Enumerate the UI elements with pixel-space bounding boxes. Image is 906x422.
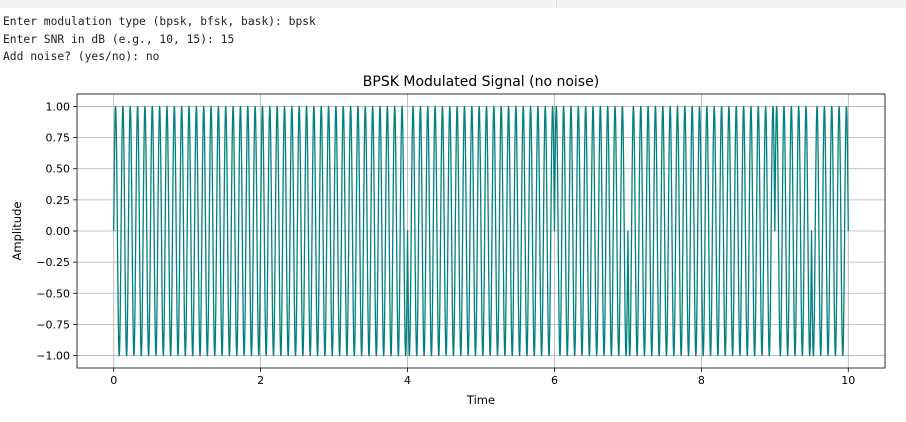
y-tick-label: −0.75 [36, 318, 70, 331]
y-tick-label: −1.00 [36, 350, 70, 363]
y-tick-label: 1.00 [46, 100, 71, 113]
y-tick-label: 0.00 [46, 225, 71, 238]
y-tick-label: −0.25 [36, 256, 70, 269]
console-line: Enter SNR in dB (e.g., 10, 15): 15 [3, 32, 235, 46]
x-tick-label: 0 [110, 374, 117, 387]
x-tick-label: 2 [257, 374, 264, 387]
x-axis-label: Time [466, 393, 495, 407]
x-tick-label: 6 [551, 374, 558, 387]
cell-divider [556, 0, 557, 8]
x-tick-label: 8 [698, 374, 705, 387]
chart-title: BPSK Modulated Signal (no noise) [363, 74, 599, 90]
x-tick-label: 4 [404, 374, 411, 387]
console-output: Enter modulation type (bpsk, bfsk, bask)… [3, 13, 316, 66]
cell-top-border [0, 0, 906, 8]
x-tick-label: 10 [841, 374, 855, 387]
console-line: Enter modulation type (bpsk, bfsk, bask)… [3, 15, 316, 28]
bpsk-chart: BPSK Modulated Signal (no noise) 0 2 4 6 8 10… [10, 74, 886, 407]
console-line: Add noise? (yes/no): no [3, 50, 160, 63]
signal-line [113, 105, 849, 357]
y-tick-label: 0.75 [46, 132, 71, 145]
y-tick-label: −0.50 [36, 287, 70, 300]
signal-layer [113, 105, 849, 357]
axis-ticks: 0 2 4 6 8 10 1.00 0.75 0.50 0.25 0.00 −0.25 −0.50 −0.… [36, 100, 855, 387]
y-axis-label: Amplitude [10, 202, 24, 261]
y-tick-label: 0.50 [46, 163, 71, 176]
y-tick-label: 0.25 [46, 194, 71, 207]
plot-figure: BPSK Modulated Signal (no noise) 0 2 4 6 8 10… [0, 66, 906, 417]
